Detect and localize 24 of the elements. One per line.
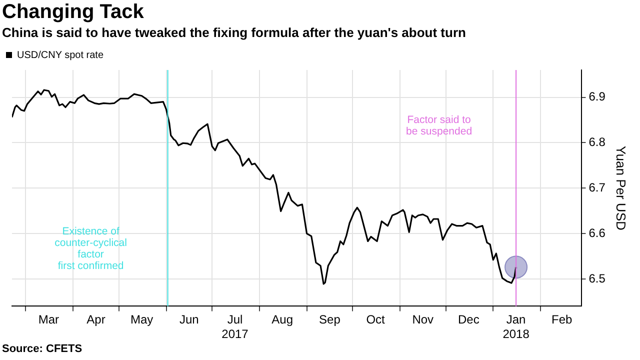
x-tick-label: Apr — [86, 312, 106, 327]
y-tick-label: 6.5 — [588, 271, 606, 286]
x-tick-label: Jul 2017 — [222, 312, 249, 342]
y-tick-label: 6.6 — [588, 226, 606, 240]
chart-subtitle: China is said to have tweaked the fixing formula after the yuan's about turn — [2, 25, 466, 40]
x-tick-label: Jun — [180, 312, 199, 327]
y-axis-title: Yuan Per USD — [614, 146, 629, 230]
x-tick-label: Sep — [319, 312, 341, 327]
x-tick-label: Jan 2018 — [502, 312, 530, 342]
x-tick-label: Oct — [366, 312, 386, 327]
y-tick-label: 6.8 — [588, 134, 606, 149]
x-tick-label: May — [130, 312, 154, 327]
x-tick-label: Mar — [38, 312, 59, 327]
chart-title: Changing Tack — [2, 1, 144, 24]
y-tick-label: 6.9 — [588, 90, 606, 104]
x-tick-label: Feb — [552, 312, 573, 327]
source-note: Source: CFETS — [2, 343, 82, 355]
x-tick-label: Aug — [272, 312, 294, 327]
x-tick-label: Nov — [412, 312, 434, 327]
ref-line-label: Existence of counter-cyclical factor first confirmed — [54, 225, 127, 272]
legend-label: USD/CNY spot rate — [17, 50, 104, 61]
ref-line-label: Factor said to be suspended — [406, 114, 472, 138]
x-tick-label: Dec — [458, 312, 480, 327]
y-tick-label: 6.7 — [588, 180, 606, 194]
